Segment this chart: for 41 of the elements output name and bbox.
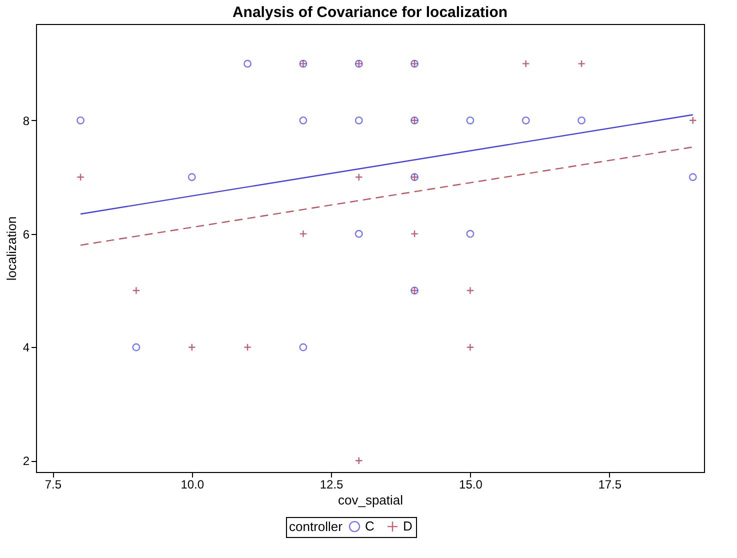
point (354, 116, 363, 124)
legend-title: controller (289, 519, 344, 534)
y-axis-title: localization (4, 216, 19, 281)
x-tick-label: 10.0 (180, 478, 204, 492)
x-tick-label: 17.5 (598, 478, 622, 492)
x-tick-label: 12.5 (320, 478, 344, 492)
point (76, 116, 84, 124)
point (688, 116, 697, 124)
point (410, 230, 418, 238)
y-tick-label: 4 (22, 340, 30, 355)
y-tick-label: 2 (22, 454, 30, 468)
point (299, 116, 308, 124)
point (132, 286, 140, 294)
point (244, 60, 252, 68)
x-tick-label: 7.5 (44, 478, 62, 492)
legend-label: D (403, 518, 412, 534)
point (299, 343, 308, 352)
point (188, 173, 196, 182)
point (132, 343, 140, 352)
x-axis-title: cov_spatial (338, 492, 404, 508)
point (76, 173, 84, 182)
legend-label: C (365, 518, 374, 534)
y-tick-label: 8 (22, 114, 30, 128)
chart-title: Analysis of Covariance for localization (232, 4, 508, 21)
point (522, 60, 530, 68)
point (466, 116, 474, 124)
point (578, 60, 586, 68)
point (578, 116, 586, 124)
point (466, 286, 474, 294)
point (466, 230, 474, 238)
point (522, 116, 530, 124)
point (354, 230, 363, 238)
point (354, 173, 363, 182)
point (188, 343, 196, 352)
point (244, 343, 252, 352)
x-tick-label: 15.0 (459, 478, 483, 492)
y-tick-label: 6 (22, 227, 30, 242)
point (299, 230, 308, 238)
point (466, 343, 474, 352)
point (354, 456, 363, 465)
point (688, 173, 697, 182)
